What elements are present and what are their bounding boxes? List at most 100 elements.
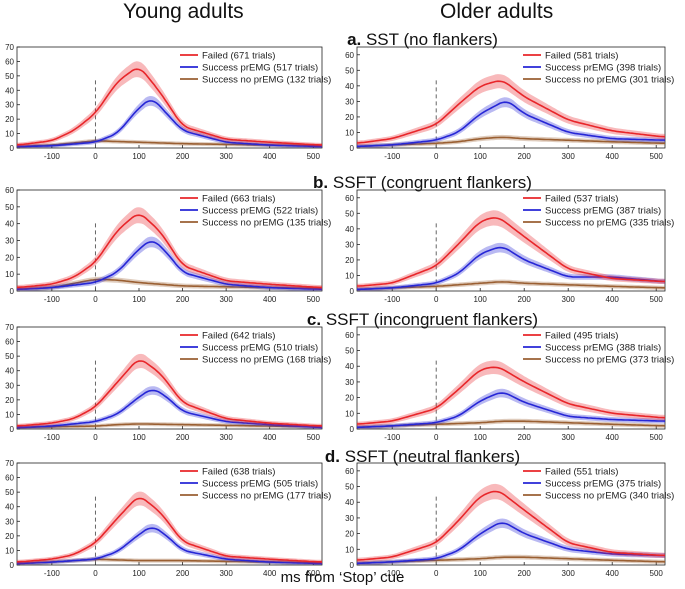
x-tick-label: 500 xyxy=(650,295,664,304)
x-tick-label: 400 xyxy=(263,295,277,304)
x-tick-label: 400 xyxy=(606,433,620,442)
young-adults-header: Young adults xyxy=(123,0,244,23)
success_pr-error-band xyxy=(357,242,665,291)
x-tick-label: 500 xyxy=(650,433,664,442)
legend-label: Success prEMG (398 trials) xyxy=(545,63,661,74)
legend-label: Failed (638 trials) xyxy=(202,467,275,478)
x-tick-label: 300 xyxy=(562,295,576,304)
x-tick-label: 300 xyxy=(562,569,576,578)
axes-frame xyxy=(356,326,666,430)
x-tick-label: 0 xyxy=(93,433,98,442)
success_no-error-band xyxy=(357,279,665,291)
legend-label: Success prEMG (517 trials) xyxy=(202,63,318,74)
x-axis-label: ms from ‘Stop’ cue xyxy=(280,569,405,586)
chart-panel-b-older: 0 10 20 30 40 50 60 -100 0 100 200 300 400 500 Failed … xyxy=(345,189,674,304)
panel-condition: SST (no flankers) xyxy=(365,30,498,49)
panel-d-title: d. SSFT (neutral flankers) xyxy=(0,447,685,467)
success_pr-series-line xyxy=(16,241,322,290)
y-tick-label: 50 xyxy=(5,72,14,81)
axes-frame xyxy=(356,189,666,292)
x-tick-label: 400 xyxy=(263,569,277,578)
success_pr-series-line xyxy=(17,100,323,148)
failed-error-band xyxy=(17,61,322,147)
success_pr-series-line xyxy=(17,389,323,429)
y-tick-label: 60 xyxy=(345,467,354,476)
y-tick-label: 30 xyxy=(345,97,354,106)
failed-error-band xyxy=(357,360,665,427)
x-tick-label: 0 xyxy=(434,433,439,442)
chart-panel-d-older: 0 10 20 30 40 50 60 -100 0 100 200 300 400 500 Failed … xyxy=(345,462,674,578)
x-tick-label: 100 xyxy=(474,433,488,442)
y-tick-label: 60 xyxy=(5,338,14,347)
failed-series-line xyxy=(16,360,323,427)
y-tick-label: 40 xyxy=(345,362,354,371)
y-tick-label: 10 xyxy=(345,271,354,280)
y-tick-label: 0 xyxy=(350,425,355,434)
y-tick-label: 20 xyxy=(345,113,354,122)
panel-letter: c. xyxy=(306,310,326,329)
y-tick-label: 20 xyxy=(345,394,354,403)
legend-label: Failed (642 trials) xyxy=(202,331,275,342)
x-tick-label: 0 xyxy=(434,152,439,161)
chart-panel-c-young: 0 10 20 30 40 50 60 70 -100 0 100 200 300 400 500 Faile… xyxy=(5,323,331,442)
legend-label: Success no prEMG (301 trials) xyxy=(545,75,674,86)
legend-label: Failed (495 trials) xyxy=(545,331,618,342)
y-tick-label: 0 xyxy=(10,287,15,296)
x-tick-label: -100 xyxy=(44,295,61,304)
y-tick-label: 50 xyxy=(345,483,354,492)
legend-label: Success prEMG (522 trials) xyxy=(202,206,318,217)
legend-label: Success no prEMG (135 trials) xyxy=(202,218,331,229)
axes-frame xyxy=(16,326,323,430)
legend-label: Success prEMG (387 trials) xyxy=(545,206,661,217)
x-tick-label: -100 xyxy=(384,152,401,161)
y-tick-label: 10 xyxy=(5,410,14,419)
legend-label: Success no prEMG (132 trials) xyxy=(202,75,331,86)
chart-panel-d-young: 0 10 20 30 40 50 60 70 -100 0 100 200 300 400 500 Faile… xyxy=(5,459,331,578)
y-tick-label: 50 xyxy=(5,488,14,497)
older-adults-header: Older adults xyxy=(440,0,554,23)
legend-label: Success no prEMG (177 trials) xyxy=(202,491,331,502)
panel-condition: SSFT (congruent flankers) xyxy=(332,173,532,192)
y-tick-label: 50 xyxy=(345,209,354,218)
legend-label: Success prEMG (510 trials) xyxy=(202,343,318,354)
failed-series-line xyxy=(356,80,666,144)
x-tick-label: 0 xyxy=(93,569,98,578)
x-tick-label: 300 xyxy=(219,295,233,304)
x-tick-label: 0 xyxy=(434,569,439,578)
y-tick-label: 30 xyxy=(345,378,354,387)
y-tick-label: 60 xyxy=(5,57,14,66)
y-tick-label: 70 xyxy=(5,323,14,332)
y-tick-label: 10 xyxy=(5,546,14,555)
success_no-series-line xyxy=(17,423,322,429)
y-tick-label: 20 xyxy=(345,530,354,539)
x-tick-label: 200 xyxy=(176,152,190,161)
x-tick-label: 300 xyxy=(562,433,576,442)
axes-frame xyxy=(16,462,323,566)
y-tick-label: 60 xyxy=(345,51,354,60)
y-tick-label: 0 xyxy=(350,287,355,296)
success_no-error-band xyxy=(357,554,665,565)
x-tick-label: 0 xyxy=(434,295,439,304)
y-tick-label: 30 xyxy=(5,101,14,110)
legend-label: Success prEMG (505 trials) xyxy=(202,479,318,490)
y-tick-label: 40 xyxy=(345,498,354,507)
failed-series-line xyxy=(356,366,666,425)
x-tick-label: 300 xyxy=(219,152,233,161)
y-tick-label: 60 xyxy=(5,186,14,195)
success_no-error-band xyxy=(357,418,665,429)
chart-panel-a-young: 0 10 20 30 40 50 60 70 -100 0 100 200 300 400 500 Faile… xyxy=(5,43,331,161)
x-tick-label: 200 xyxy=(518,433,532,442)
y-tick-label: 50 xyxy=(345,66,354,75)
success_pr-series-line xyxy=(356,392,666,429)
legend-label: Success prEMG (388 trials) xyxy=(545,343,661,354)
x-tick-label: 300 xyxy=(219,433,233,442)
x-tick-label: 0 xyxy=(93,295,98,304)
y-tick-label: 30 xyxy=(5,517,14,526)
panel-letter: b. xyxy=(313,173,333,192)
legend-label: Failed (581 trials) xyxy=(545,51,618,62)
x-tick-label: 500 xyxy=(307,569,321,578)
x-tick-label: 100 xyxy=(132,569,146,578)
failed-series-line xyxy=(16,214,322,289)
y-tick-label: 20 xyxy=(5,532,14,541)
axes-frame xyxy=(16,46,323,149)
